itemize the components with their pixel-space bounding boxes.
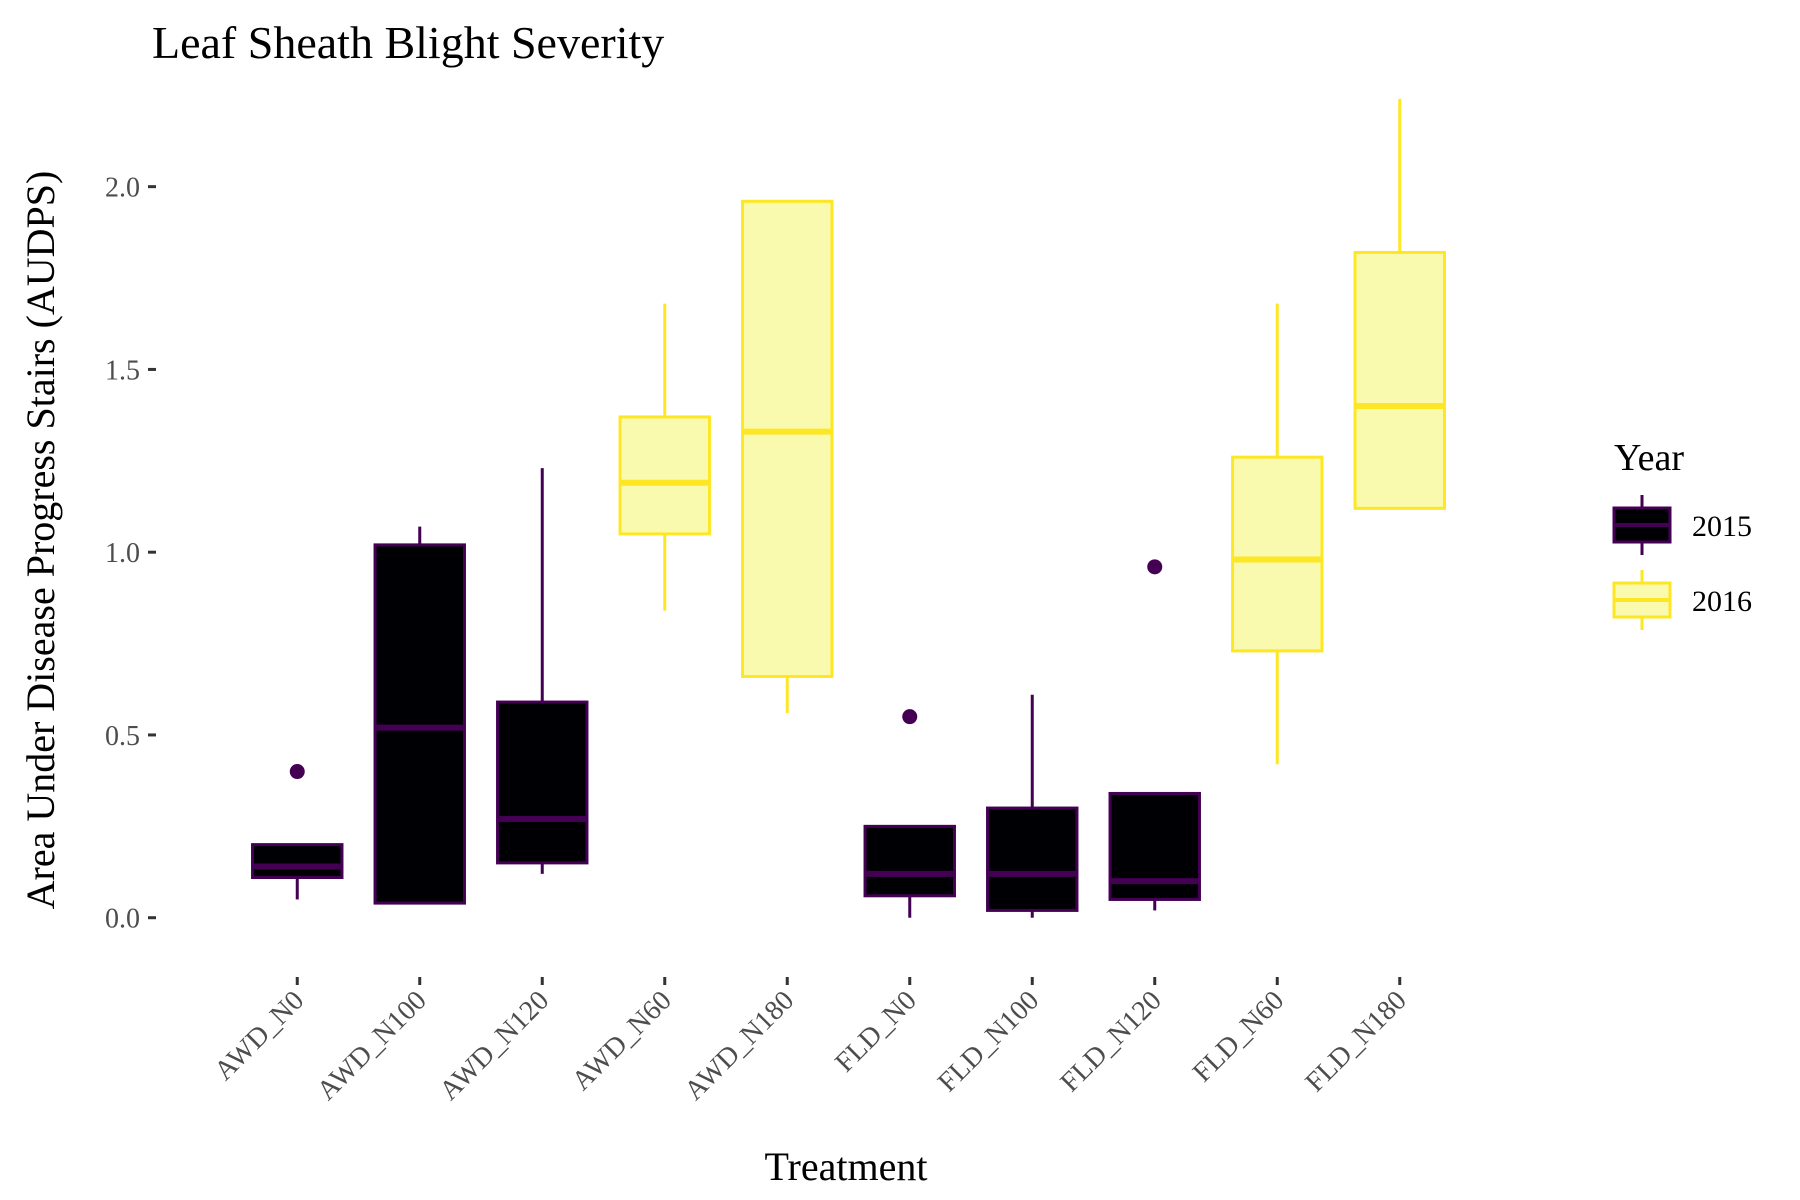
y-tick-label: 0.0 bbox=[105, 904, 140, 935]
boxplot-fld-n120 bbox=[1108, 559, 1201, 911]
chart-title: Leaf Sheath Blight Severity bbox=[152, 17, 664, 68]
box-iqr bbox=[618, 415, 711, 536]
x-tick-label: FLD_N0 bbox=[829, 985, 922, 1078]
boxplot-awd-n180 bbox=[741, 199, 834, 714]
boxplot-awd-n100 bbox=[373, 526, 466, 905]
boxplot-awd-n0 bbox=[251, 764, 344, 900]
legend-item-2016: 2016 bbox=[1612, 570, 1752, 630]
box-iqr bbox=[1353, 250, 1446, 510]
x-tick-label: FLD_N100 bbox=[932, 985, 1045, 1098]
outlier-point bbox=[902, 709, 918, 725]
x-tick-label: FLD_N60 bbox=[1187, 985, 1290, 1088]
x-axis-title: Treatment bbox=[765, 1144, 928, 1189]
legend-title: Year bbox=[1614, 437, 1684, 479]
legend-label: 2015 bbox=[1692, 510, 1752, 543]
box-iqr bbox=[1231, 455, 1324, 653]
box-iqr bbox=[741, 199, 834, 678]
y-tick-label: 1.5 bbox=[105, 355, 140, 386]
x-tick-label: AWD_N180 bbox=[679, 985, 801, 1107]
legend-label: 2016 bbox=[1692, 585, 1752, 618]
box-iqr bbox=[496, 700, 589, 865]
outlier-point bbox=[1147, 559, 1163, 575]
x-tick-label: AWD_N100 bbox=[311, 985, 433, 1107]
boxplot-fld-n100 bbox=[986, 694, 1079, 918]
outlier-point bbox=[289, 764, 305, 780]
boxplot-fld-n180 bbox=[1353, 98, 1446, 510]
box-iqr bbox=[373, 543, 466, 905]
y-tick-label: 2.0 bbox=[105, 173, 140, 204]
boxplot-fld-n0 bbox=[863, 709, 956, 918]
x-tick-label: FLD_N180 bbox=[1299, 985, 1412, 1098]
x-tick-label: FLD_N120 bbox=[1054, 985, 1167, 1098]
x-tick-label: AWD_N0 bbox=[208, 985, 310, 1087]
boxplot-fld-n60 bbox=[1231, 303, 1324, 765]
box-iqr bbox=[986, 806, 1079, 912]
box-iqr bbox=[863, 824, 956, 898]
x-tick-label: AWD_N60 bbox=[566, 985, 678, 1097]
boxplot-awd-n120 bbox=[496, 468, 589, 874]
legend: 2015 2016 bbox=[1612, 495, 1752, 630]
y-axis-title: Area Under Disease Progress Stairs (AUDP… bbox=[18, 171, 63, 910]
legend-item-2015: 2015 bbox=[1612, 495, 1752, 555]
x-tick-label: AWD_N120 bbox=[434, 985, 556, 1107]
y-tick-label: 1.0 bbox=[105, 538, 140, 569]
y-tick-label: 0.5 bbox=[105, 721, 140, 752]
box-iqr bbox=[251, 843, 344, 880]
boxplot-awd-n60 bbox=[618, 303, 711, 611]
